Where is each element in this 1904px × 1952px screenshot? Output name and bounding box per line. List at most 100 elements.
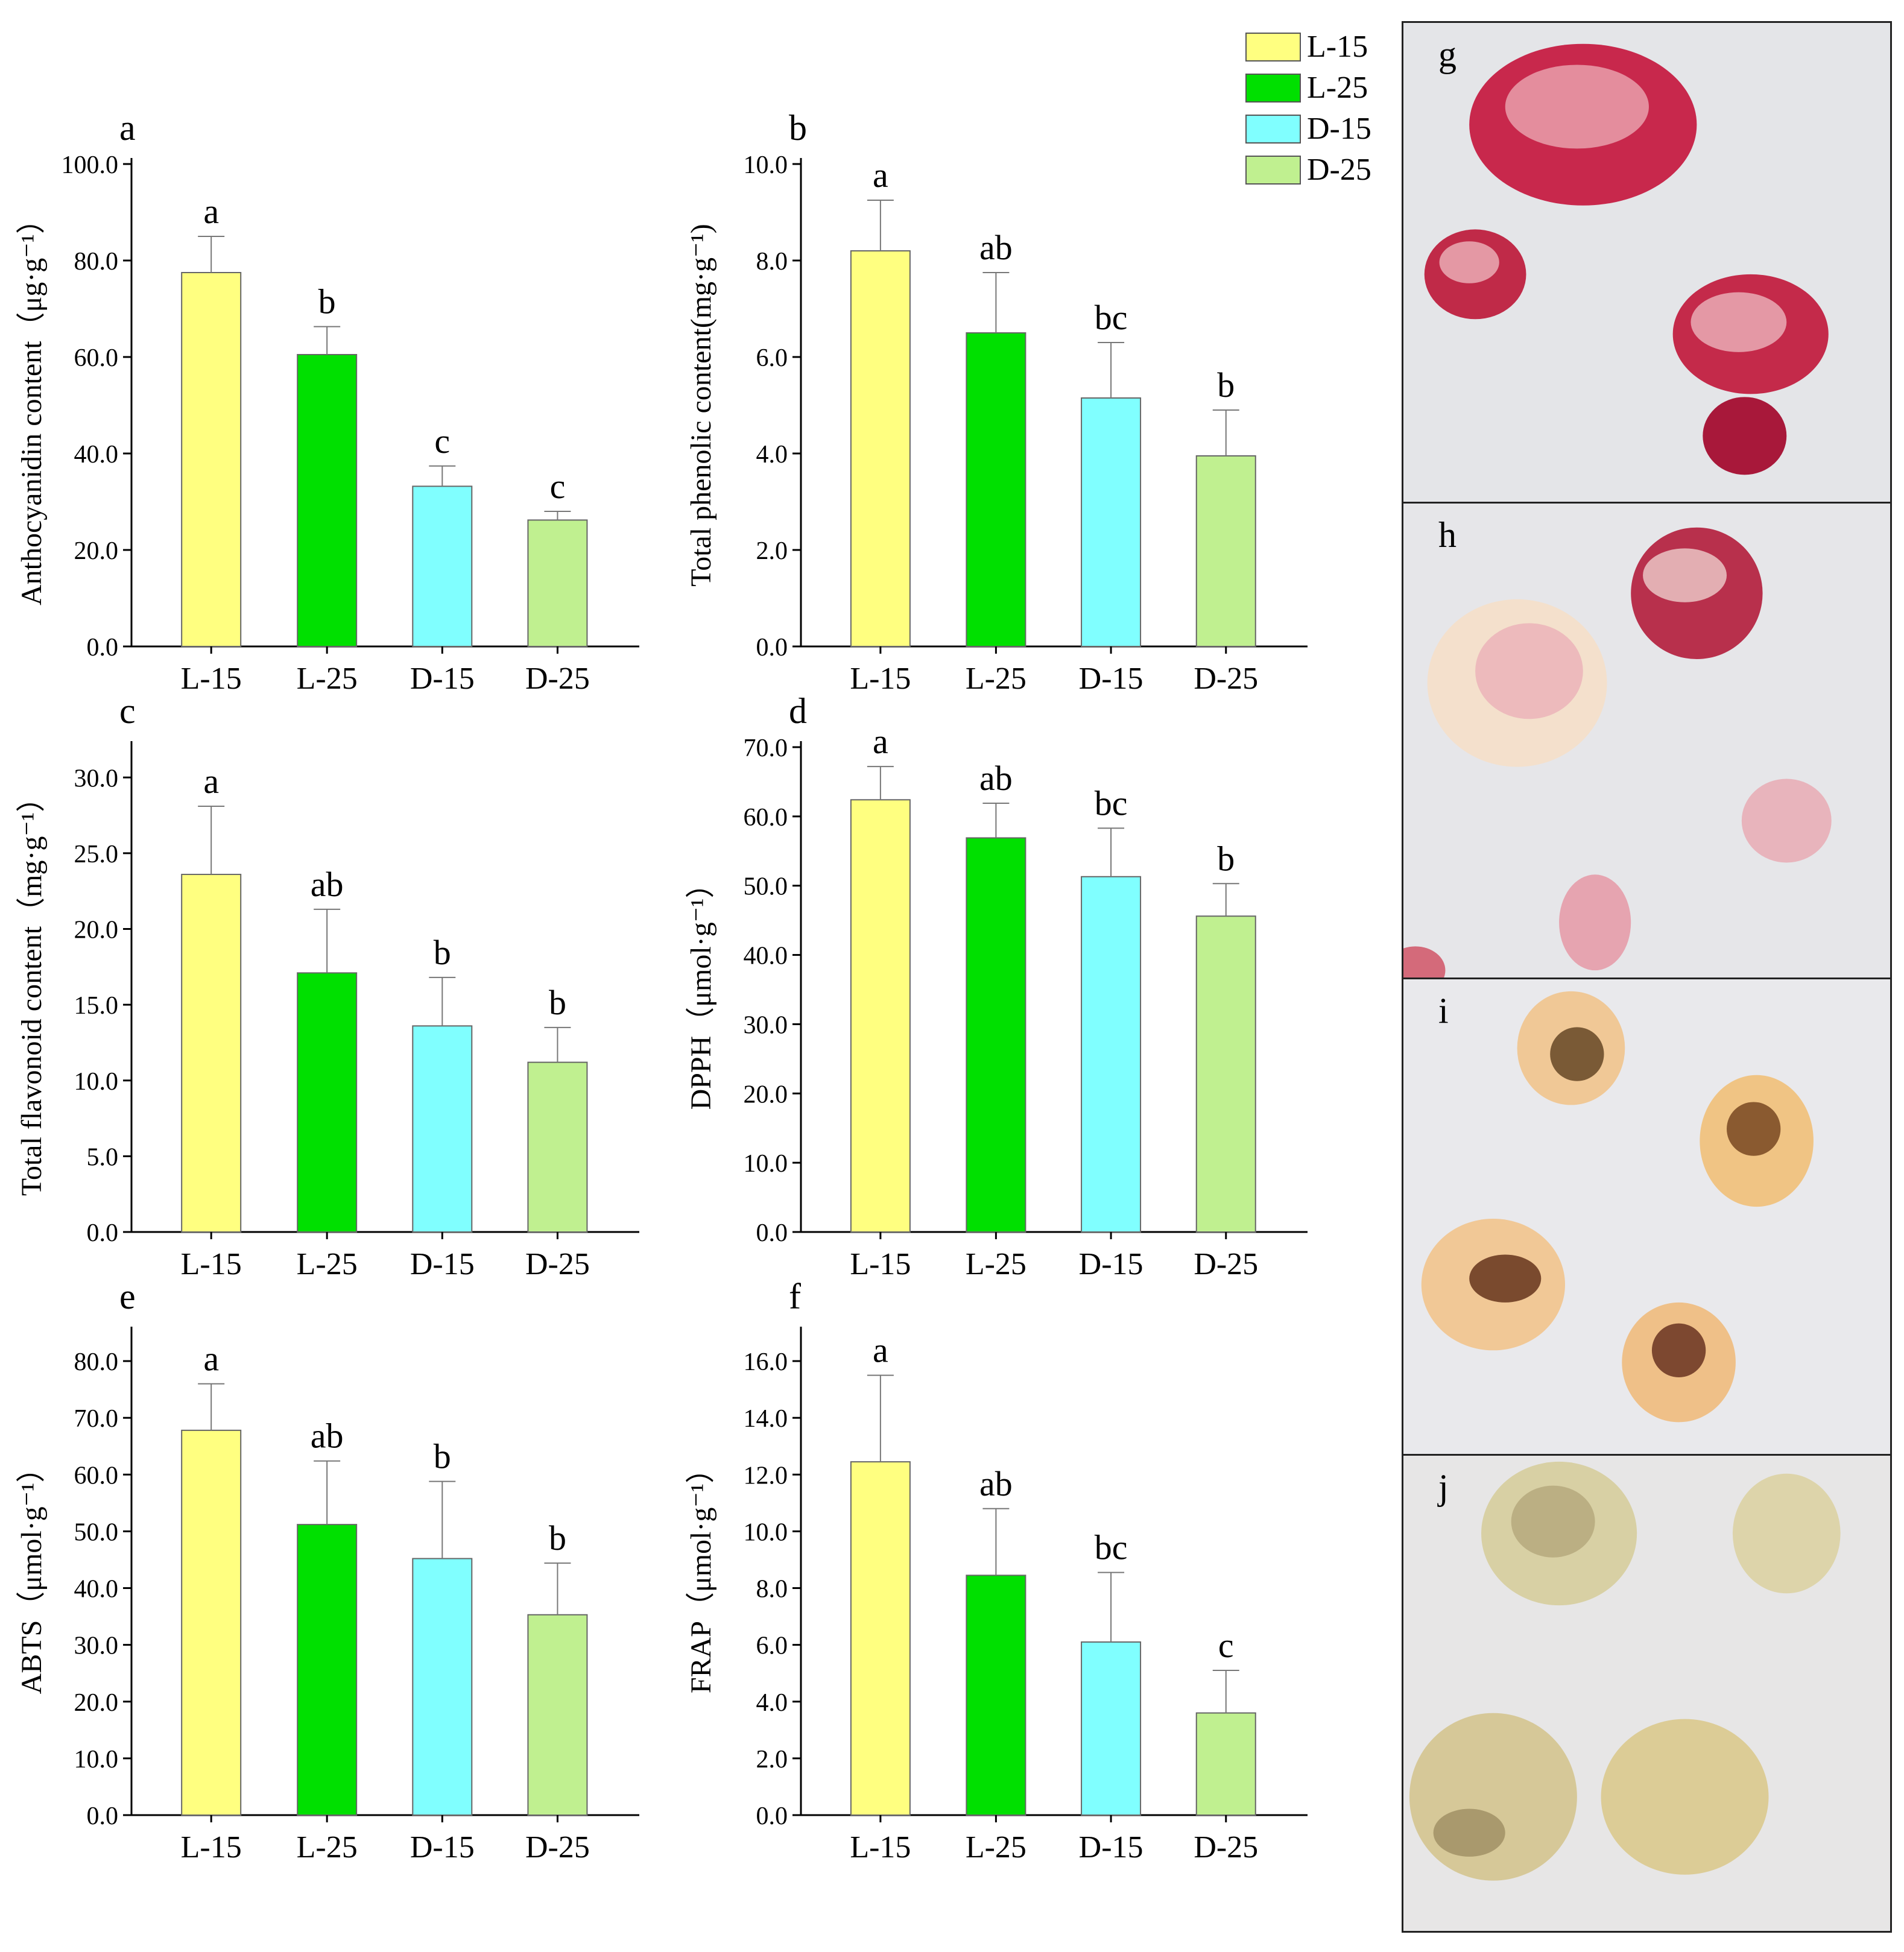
y-tick-label-d: 60.0 [744, 804, 788, 832]
y-tick-label-f: 8.0 [756, 1576, 788, 1603]
bar-e-D-25 [527, 1614, 588, 1816]
x-tick-label-f: L-15 [850, 1830, 911, 1865]
bar-c-L-15 [181, 874, 242, 1233]
panel-letter-e: e [119, 1277, 136, 1316]
y-tick-label-f: 4.0 [756, 1689, 788, 1717]
bar-b-D-25 [1195, 455, 1256, 647]
y-tick-label-d: 10.0 [744, 1150, 788, 1178]
y-axis-label-c: Total flavonoid content（mg·g⁻¹） [16, 783, 48, 1196]
significance-letter-b: ab [979, 228, 1013, 267]
y-tick-label-f: 12.0 [744, 1462, 788, 1489]
bar-d-L-15 [850, 799, 911, 1233]
y-tick-label-c: 25.0 [74, 841, 119, 868]
significance-letter-a: c [434, 422, 450, 461]
x-tick-label-b: D-15 [1079, 662, 1143, 696]
legend-item-l15: L-15 [1245, 27, 1414, 68]
y-tick-label-c: 10.0 [74, 1068, 119, 1096]
bar-d-D-25 [1195, 915, 1256, 1233]
legend-swatch-d15 [1245, 115, 1301, 144]
bar-c-D-25 [527, 1061, 588, 1233]
legend: L-15 L-25 D-15 D-25 [1245, 27, 1414, 191]
y-tick-label-d: 50.0 [744, 873, 788, 901]
photo-panel-j: j [1402, 1454, 1892, 1933]
x-tick-label-c: L-15 [181, 1247, 242, 1281]
bar-a-L-15 [181, 272, 242, 647]
y-tick-label-e: 0.0 [87, 1802, 119, 1830]
chart-panel-b: b 0.0 2.0 4.0 6.0 8.0 10.0 Total phenolic conte… [685, 108, 1308, 696]
significance-letter-a: c [550, 467, 566, 506]
significance-letter-f: c [1218, 1626, 1234, 1665]
chart-panel-f: f 0.0 2.0 4.0 6.0 8.0 10.0 12.0 14.0 16.0 FRAP（μmo… [685, 1277, 1308, 1865]
y-tick-label-f: 16.0 [744, 1348, 788, 1376]
x-tick-label-e: D-15 [410, 1830, 475, 1865]
x-tick-label-b: L-15 [850, 662, 911, 696]
chart-panel-a: a 0.0 20.0 40.0 60.0 80.0 100.0 Anthocyanidin c… [16, 108, 639, 696]
y-axis-label-a: Anthocyanidin content（μg·g⁻¹） [16, 205, 48, 605]
x-tick-label-f: D-25 [1194, 1830, 1258, 1865]
significance-letter-f: a [873, 1331, 888, 1370]
photo-label-g: g [1438, 34, 1456, 74]
y-tick-label-a: 0.0 [87, 634, 119, 662]
y-tick-label-a: 80.0 [74, 248, 119, 276]
callus-photo-i [1403, 979, 1890, 1454]
x-tick-label-f: L-25 [966, 1830, 1026, 1865]
bar-d-L-25 [966, 837, 1026, 1233]
legend-item-d15: D-15 [1245, 109, 1414, 150]
x-tick-label-f: D-15 [1079, 1830, 1143, 1865]
y-tick-label-d: 30.0 [744, 1011, 788, 1039]
legend-item-d25: D-25 [1245, 150, 1414, 191]
x-tick-label-d: D-15 [1079, 1247, 1143, 1281]
legend-label-l15: L-15 [1307, 30, 1368, 64]
significance-letter-d: b [1217, 839, 1235, 878]
y-tick-label-c: 30.0 [74, 765, 119, 792]
legend-swatch-l15 [1245, 33, 1301, 62]
x-tick-label-a: D-15 [410, 662, 475, 696]
significance-letter-a: b [318, 282, 336, 321]
panel-letter-c: c [119, 691, 136, 731]
x-tick-label-e: L-25 [297, 1830, 358, 1865]
y-tick-label-e: 60.0 [74, 1462, 119, 1489]
bar-f-D-25 [1195, 1712, 1256, 1816]
callus-photo-h [1403, 504, 1890, 978]
x-tick-label-a: D-25 [525, 662, 590, 696]
x-tick-label-c: L-25 [297, 1247, 358, 1281]
photo-label-j: j [1438, 1467, 1449, 1507]
bar-c-D-15 [412, 1025, 473, 1233]
y-tick-label-a: 100.0 [62, 151, 119, 179]
y-tick-label-c: 5.0 [87, 1143, 119, 1171]
bar-f-L-15 [850, 1461, 911, 1816]
y-tick-label-b: 0.0 [756, 634, 788, 662]
bar-f-L-25 [966, 1575, 1026, 1816]
y-axis-label-f: FRAP（μmol·g⁻¹） [685, 1455, 717, 1693]
bar-e-D-15 [412, 1558, 473, 1816]
panel-letter-a: a [119, 108, 136, 148]
y-tick-label-e: 30.0 [74, 1632, 119, 1660]
x-tick-label-e: L-15 [181, 1830, 242, 1865]
significance-letter-f: bc [1095, 1528, 1128, 1567]
y-tick-label-b: 2.0 [756, 537, 788, 565]
chart-panel-d: d 0.0 10.0 20.0 30.0 40.0 50.0 60.0 70.0 DPPH（μmo… [685, 691, 1308, 1281]
y-tick-label-d: 40.0 [744, 943, 788, 970]
x-tick-label-c: D-25 [525, 1247, 590, 1281]
significance-letter-a: a [203, 192, 219, 231]
x-tick-label-a: L-15 [181, 662, 242, 696]
y-tick-label-a: 20.0 [74, 537, 119, 565]
significance-letter-f: ab [979, 1464, 1013, 1503]
significance-letter-c: a [203, 762, 219, 801]
legend-label-d25: D-25 [1307, 153, 1371, 187]
significance-letter-e: b [549, 1518, 566, 1558]
legend-swatch-d25 [1245, 156, 1301, 185]
y-tick-label-b: 6.0 [756, 344, 788, 372]
y-tick-label-f: 2.0 [756, 1746, 788, 1774]
significance-letter-b: bc [1095, 298, 1128, 337]
bar-b-D-15 [1081, 397, 1142, 647]
charts-layer: a 0.0 20.0 40.0 60.0 80.0 100.0 Anthocyanidin c… [16, 108, 1308, 1865]
y-tick-label-c: 0.0 [87, 1219, 119, 1247]
bar-c-L-25 [297, 972, 358, 1233]
bar-b-L-25 [966, 332, 1026, 647]
photo-label-h: h [1438, 515, 1456, 555]
bar-e-L-15 [181, 1429, 242, 1816]
y-tick-label-c: 20.0 [74, 917, 119, 944]
x-tick-label-a: L-25 [297, 662, 358, 696]
